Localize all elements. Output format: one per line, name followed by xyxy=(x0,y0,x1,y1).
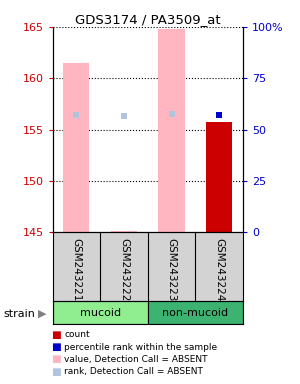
Text: count: count xyxy=(64,330,90,339)
Bar xyxy=(158,29,185,232)
Text: GSM243223: GSM243223 xyxy=(167,238,177,301)
Bar xyxy=(206,122,232,232)
Text: value, Detection Call = ABSENT: value, Detection Call = ABSENT xyxy=(64,355,208,364)
Text: GSM243221: GSM243221 xyxy=(71,238,81,301)
Text: GSM243222: GSM243222 xyxy=(119,238,129,301)
Bar xyxy=(52,301,148,324)
Bar xyxy=(111,231,137,232)
Text: ▶: ▶ xyxy=(38,309,46,319)
Text: rank, Detection Call = ABSENT: rank, Detection Call = ABSENT xyxy=(64,367,203,376)
Text: strain: strain xyxy=(3,309,35,319)
Text: non-mucoid: non-mucoid xyxy=(162,308,228,318)
Text: percentile rank within the sample: percentile rank within the sample xyxy=(64,343,218,352)
Text: ■: ■ xyxy=(51,330,60,340)
Text: ■: ■ xyxy=(51,354,60,364)
Bar xyxy=(63,63,89,232)
Text: ■: ■ xyxy=(51,367,60,377)
Text: mucoid: mucoid xyxy=(80,308,121,318)
Text: ■: ■ xyxy=(51,342,60,352)
Title: GDS3174 / PA3509_at: GDS3174 / PA3509_at xyxy=(75,13,220,26)
Bar xyxy=(214,227,224,232)
Bar xyxy=(148,301,243,324)
Text: GSM243224: GSM243224 xyxy=(214,238,224,301)
